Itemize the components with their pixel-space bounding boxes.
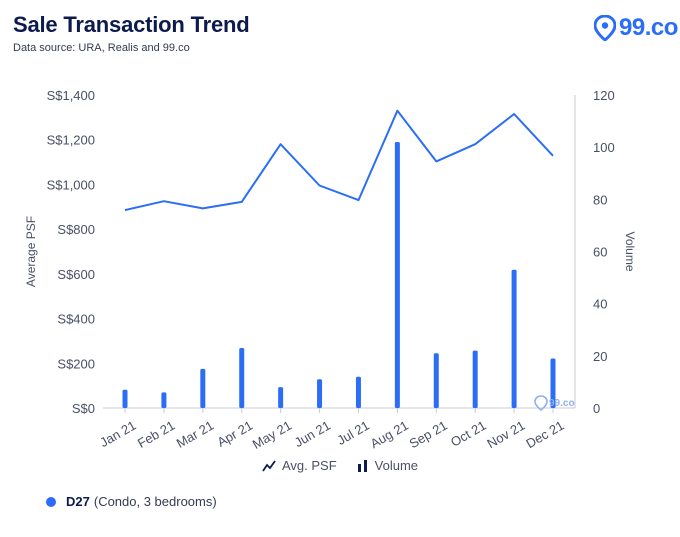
avg-psf-line xyxy=(124,109,554,212)
y-axis-left-tick-label: S$200 xyxy=(57,356,95,371)
x-axis-tick-label: May 21 xyxy=(250,418,294,452)
volume-bar xyxy=(239,348,245,408)
y-axis-right-tick-label: 120 xyxy=(593,88,615,103)
volume-bar xyxy=(161,392,167,408)
y-axis-left-tick-label: S$0 xyxy=(72,401,95,416)
y-axis-right-tick-label: 20 xyxy=(593,349,607,364)
y-axis-right-title: Volume xyxy=(623,231,637,271)
x-axis-tick-label: Dec 21 xyxy=(523,418,566,452)
brand-logo: 99.co xyxy=(594,14,678,42)
y-axis-left-tick-label: S$1,400 xyxy=(47,88,95,103)
y-axis-left-title: Average PSF xyxy=(24,216,38,287)
volume-bar xyxy=(355,376,361,408)
district-label: D27 xyxy=(66,494,90,509)
watermark: 99.co xyxy=(534,395,575,412)
volume-bar xyxy=(278,387,284,408)
volume-bar xyxy=(433,353,439,408)
x-axis-tick-label: Feb 21 xyxy=(135,418,178,451)
map-pin-icon xyxy=(594,15,616,41)
volume-bar xyxy=(122,389,128,408)
line-chart-icon xyxy=(262,459,276,471)
x-axis-tick-label: Jan 21 xyxy=(97,418,138,451)
x-axis-tick-label: Aug 21 xyxy=(368,418,411,452)
series-key: D27 (Condo, 3 bedrooms) xyxy=(46,494,217,509)
x-axis-tick-label: Oct 21 xyxy=(448,418,489,450)
x-axis-tick-label: Apr 21 xyxy=(215,418,256,450)
volume-bar xyxy=(472,350,478,408)
watermark-text: 99.co xyxy=(549,398,575,409)
x-axis-tick-label: Jun 21 xyxy=(292,418,333,451)
legend-label-volume: Volume xyxy=(374,458,419,473)
volume-bar xyxy=(394,141,400,408)
volume-bar xyxy=(550,358,556,408)
y-axis-left-tick-label: S$600 xyxy=(57,267,95,282)
legend-label-avg-psf: Avg. PSF xyxy=(281,458,337,473)
chart-subtitle: Data source: URA, Realis and 99.co xyxy=(13,42,190,54)
y-axis-right-tick-label: 100 xyxy=(593,140,615,155)
district-description: (Condo, 3 bedrooms) xyxy=(93,494,217,509)
y-axis-right-tick-label: 40 xyxy=(593,297,607,312)
volume-bar xyxy=(200,368,206,408)
x-axis-tick-label: Jul 21 xyxy=(334,418,372,448)
y-axis-left-tick-label: S$800 xyxy=(57,222,95,237)
y-axis-left-tick-label: S$1,000 xyxy=(47,177,95,192)
brand-name: 99.co xyxy=(619,14,678,41)
x-axis-tick-label: Nov 21 xyxy=(484,418,527,452)
y-axis-left-tick-label: S$1,200 xyxy=(47,133,95,148)
chart-legend: Avg. PSF Volume xyxy=(0,458,680,473)
series-dot xyxy=(46,496,56,507)
volume-bar xyxy=(317,379,323,408)
y-axis-right-tick-label: 60 xyxy=(593,245,607,260)
x-axis-tick-label: Sep 21 xyxy=(407,418,450,452)
chart-title: Sale Transaction Trend xyxy=(13,12,250,37)
chart-area: S$0 S$200 S$400 S$600 S$800 S$1,000 S$1,200 S$1… xyxy=(24,88,637,452)
legend-item-avg-psf[interactable]: Avg. PSF xyxy=(262,458,337,473)
x-axis-tick-label: Mar 21 xyxy=(174,418,217,451)
bar-chart-icon xyxy=(357,459,367,472)
watermark-pin-icon xyxy=(534,395,548,412)
legend-item-volume[interactable]: Volume xyxy=(357,458,418,473)
volume-bar xyxy=(511,269,517,408)
y-axis-left-tick-label: S$400 xyxy=(57,312,95,327)
y-axis-right-tick-label: 0 xyxy=(593,401,600,416)
y-axis-right-tick-label: 80 xyxy=(593,192,607,207)
